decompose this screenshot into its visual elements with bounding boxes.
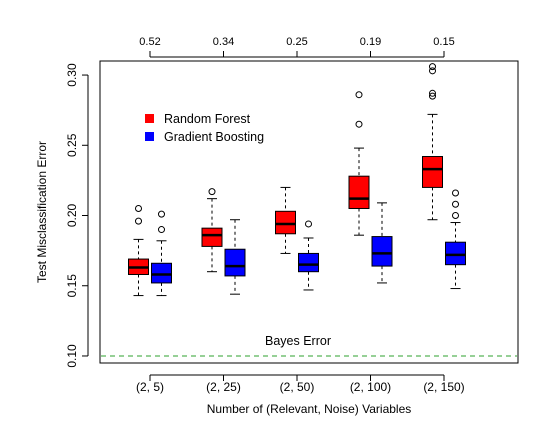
legend-swatch-gradient-boosting <box>145 132 154 141</box>
outlier-point <box>429 67 436 75</box>
outlier-point <box>452 189 459 197</box>
box-rf-4 <box>422 63 443 221</box>
box-body <box>224 248 246 277</box>
box-rf-2 <box>275 186 296 254</box>
x-axis-title: Number of (Relevant, Noise) Variables <box>207 402 412 416</box>
outlier-point <box>158 210 165 218</box>
outlier-point <box>305 220 312 228</box>
box-rf-0 <box>128 204 149 297</box>
box-body <box>151 262 172 284</box>
outlier-point <box>355 91 363 99</box>
box-body <box>348 175 370 209</box>
outlier-point <box>135 204 142 212</box>
y-axis-title: Test Misclassification Error <box>35 141 49 283</box>
box-gb-3 <box>371 202 393 284</box>
y-axis: 0.10 0.15 0.20 0.25 0.30 <box>65 63 89 368</box>
box-rf-1 <box>201 188 223 273</box>
outlier-point <box>135 217 142 225</box>
box-body <box>298 252 319 273</box>
outlier-point <box>429 63 436 71</box>
box-gb-0 <box>151 210 172 297</box>
legend-label-gradient-boosting: Gradient Boosting <box>164 130 264 144</box>
x-tick-label: (2, 150) <box>423 380 464 394</box>
box-gb-2 <box>298 220 319 291</box>
box-groups <box>128 63 466 297</box>
x-tick-label: (2, 25) <box>206 380 241 394</box>
top-tick-label: 0.15 <box>433 36 454 48</box>
x-tick-label: (2, 100) <box>350 380 391 394</box>
box-body <box>445 241 466 266</box>
box-body <box>275 210 296 235</box>
outlier-point <box>429 92 436 100</box>
x-tick-label: (2, 50) <box>280 380 315 394</box>
y-tick-label: 0.25 <box>65 133 79 157</box>
outlier-point <box>429 89 436 97</box>
x-axis: (2, 5) (2, 25) (2, 50) (2, 100) (2, 150) <box>136 374 465 394</box>
y-tick-label: 0.10 <box>65 344 79 368</box>
legend-label-random-forest: Random Forest <box>164 112 251 126</box>
plot-frame <box>99 60 519 364</box>
y-tick-label: 0.20 <box>65 204 79 228</box>
outlier-point <box>208 188 216 196</box>
box-rf-3 <box>348 91 370 236</box>
box-body <box>422 156 443 188</box>
y-tick-label: 0.30 <box>65 63 79 87</box>
x-tick-label: (2, 5) <box>136 380 164 394</box>
outlier-point <box>355 120 363 128</box>
top-tick-label: 0.34 <box>213 36 234 48</box>
bayes-error-line-group: Bayes Error <box>101 334 517 357</box>
bayes-error-label: Bayes Error <box>265 334 331 348</box>
legend: Random Forest Gradient Boosting <box>145 112 264 144</box>
top-tick-label: 0.25 <box>286 36 307 48</box>
box-body <box>201 227 223 247</box>
y-tick-label: 0.15 <box>65 274 79 298</box>
box-body <box>371 236 393 267</box>
plot-area: Bayes Error Random Forest Gradient Boost… <box>99 60 519 364</box>
outlier-point <box>158 226 165 234</box>
outlier-point <box>452 200 459 208</box>
legend-swatch-random-forest <box>145 114 154 123</box>
box-gb-1 <box>224 219 246 295</box>
box-gb-4 <box>445 189 466 290</box>
top-axis: 0.52 0.34 0.25 0.19 0.15 <box>139 36 455 58</box>
top-tick-label: 0.19 <box>360 36 381 48</box>
top-tick-label: 0.52 <box>139 36 160 48</box>
outlier-point <box>452 212 459 220</box>
